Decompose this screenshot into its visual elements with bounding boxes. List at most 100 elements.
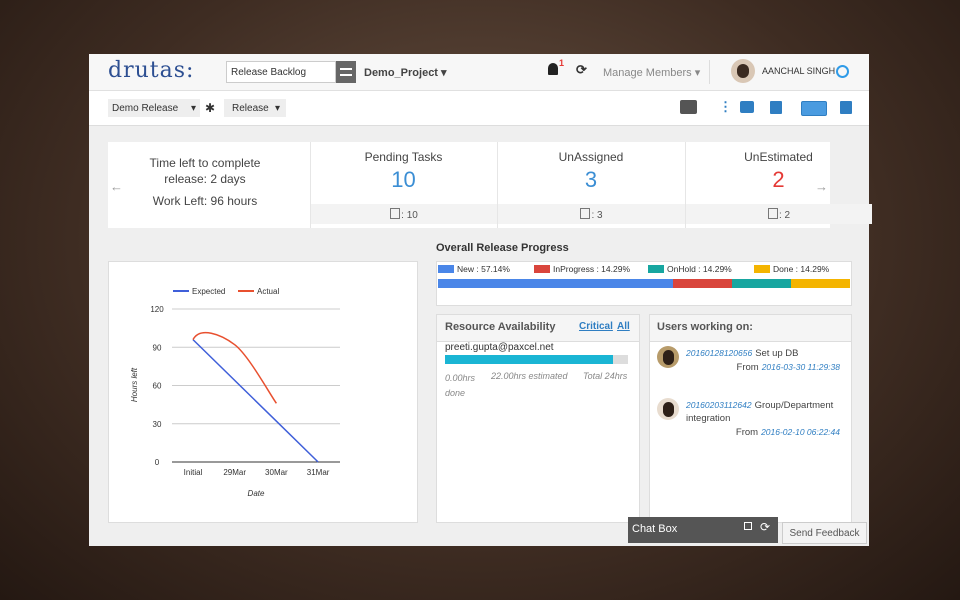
- user-avatar[interactable]: [731, 59, 755, 83]
- task-id[interactable]: 20160128120656: [686, 348, 753, 358]
- card-title: Pending Tasks: [364, 150, 443, 164]
- chat-box[interactable]: Chat Box ⟳: [628, 517, 778, 543]
- manage-members-label: Manage Members: [603, 67, 692, 79]
- burndown-panel: [108, 261, 418, 523]
- task-name: Set up DB: [755, 348, 799, 359]
- chat-minimize[interactable]: [744, 522, 752, 530]
- settings-icon[interactable]: ✱: [205, 101, 216, 115]
- card-title: UnEstimated: [744, 150, 813, 164]
- card-value: 10: [391, 167, 416, 192]
- resource-email: preeti.gupta@paxcel.net: [445, 342, 554, 353]
- resource-header: [437, 315, 639, 342]
- legend-swatch: [534, 265, 550, 273]
- send-feedback[interactable]: Send Feedback: [782, 522, 867, 544]
- task-icon: [580, 208, 591, 219]
- task-icon: [767, 208, 778, 219]
- resource-total: Total 24hrs: [583, 371, 628, 381]
- chat-title: Chat Box: [632, 523, 678, 535]
- y-axis-label: Hours left: [130, 367, 139, 402]
- legend-label: Expected: [192, 287, 225, 296]
- from-date: 2016-02-10 06:22:44: [761, 427, 840, 437]
- progress-segment: [673, 279, 733, 288]
- card-title: UnAssigned: [558, 150, 624, 164]
- legend-label: InProgress : 14.29%: [553, 264, 631, 274]
- card-divider: [685, 142, 686, 228]
- filter-all[interactable]: All: [617, 321, 630, 332]
- task-id[interactable]: 20160203112642: [686, 400, 752, 410]
- card-value: 2: [772, 167, 785, 192]
- search-box[interactable]: Release Backlog: [226, 61, 336, 83]
- y-tick-label: 0: [155, 458, 160, 467]
- y-tick-label: 90: [153, 343, 162, 352]
- more-icon[interactable]: ⋮: [719, 99, 732, 114]
- legend-swatch: [754, 265, 770, 273]
- logo[interactable]: drutas:: [108, 58, 195, 83]
- report-icon[interactable]: [840, 101, 852, 114]
- task-since: From 2016-03-30 11:29:38: [686, 362, 840, 373]
- bell-icon[interactable]: [548, 63, 558, 75]
- manage-members[interactable]: Manage Members ▾: [603, 67, 701, 79]
- legend-label: Done : 14.29%: [773, 264, 830, 274]
- legend-swatch: [648, 265, 664, 273]
- refresh-icon[interactable]: ⟳: [576, 62, 587, 77]
- resource-bar-track: [445, 355, 628, 364]
- divider: [709, 60, 710, 84]
- task-name: Group/Department integration: [686, 400, 834, 424]
- user-task: 20160203112642 Group/Department integrati…: [686, 399, 846, 425]
- resource-done: 0.00hrs done: [445, 373, 476, 398]
- user-name[interactable]: AANCHAL SINGH: [762, 66, 836, 76]
- progress-segment: [791, 279, 851, 288]
- release-name: Demo Release: [112, 103, 179, 114]
- power-icon[interactable]: [836, 65, 849, 78]
- x-tick-label: Initial: [184, 468, 203, 477]
- release-select[interactable]: Demo Release ▾: [108, 99, 200, 117]
- user-task: 20160128120656 Set up DB: [686, 347, 846, 360]
- legend-label: New : 57.14%: [457, 264, 510, 274]
- resource-estimated: 22.00hrs estimated: [491, 371, 568, 381]
- users-panel: [649, 314, 852, 523]
- from-label: From: [735, 427, 759, 438]
- card-divider: [310, 142, 311, 228]
- release-type: Release: [232, 103, 269, 114]
- from-date: 2016-03-30 11:29:38: [761, 362, 840, 372]
- prev-arrow[interactable]: ←: [110, 179, 123, 194]
- y-tick-label: 30: [153, 420, 162, 429]
- user-avatar: [657, 346, 679, 368]
- resource-title: Resource Availability: [445, 321, 556, 333]
- legend-swatch: [438, 265, 454, 273]
- x-tick-label: 31Mar: [307, 468, 330, 477]
- from-label: From: [736, 362, 759, 373]
- resource-bar: [445, 355, 613, 364]
- series-line: [192, 339, 319, 463]
- progress-title: Overall Release Progress: [436, 242, 569, 254]
- series-line: [192, 331, 278, 404]
- filter-critical[interactable]: Critical: [579, 321, 613, 332]
- x-tick-label: 29Mar: [223, 468, 246, 477]
- x-tick-label: 30Mar: [265, 468, 288, 477]
- card-footer: : 10: [311, 204, 497, 224]
- project-name: Demo_Project: [364, 67, 438, 79]
- add-menu-icon[interactable]: [801, 101, 827, 116]
- y-tick-label: 120: [150, 305, 164, 314]
- card-value: 3: [584, 167, 598, 192]
- list-icon[interactable]: [680, 100, 697, 114]
- user-avatar: [657, 398, 679, 420]
- card-footer: : 3: [498, 204, 685, 224]
- project-select[interactable]: Demo_Project ▾: [364, 67, 447, 79]
- release-type-select[interactable]: Release ▾: [224, 99, 286, 117]
- hierarchy-icon[interactable]: [740, 101, 754, 113]
- users-header: [650, 315, 851, 342]
- work-left: Work Left: 96 hours: [152, 194, 258, 208]
- users-title: Users working on:: [657, 321, 753, 333]
- task-since: From 2016-02-10 06:22:44: [686, 427, 840, 438]
- chat-refresh[interactable]: ⟳: [760, 520, 771, 534]
- task-icon: [390, 208, 401, 219]
- next-arrow[interactable]: →: [815, 179, 828, 194]
- y-tick-label: 60: [153, 382, 162, 391]
- time-left: Time left to complete release: 2 days: [149, 156, 261, 186]
- menu-button[interactable]: [336, 61, 356, 83]
- add-task-icon[interactable]: [770, 101, 782, 114]
- x-axis-label: Date: [248, 489, 265, 498]
